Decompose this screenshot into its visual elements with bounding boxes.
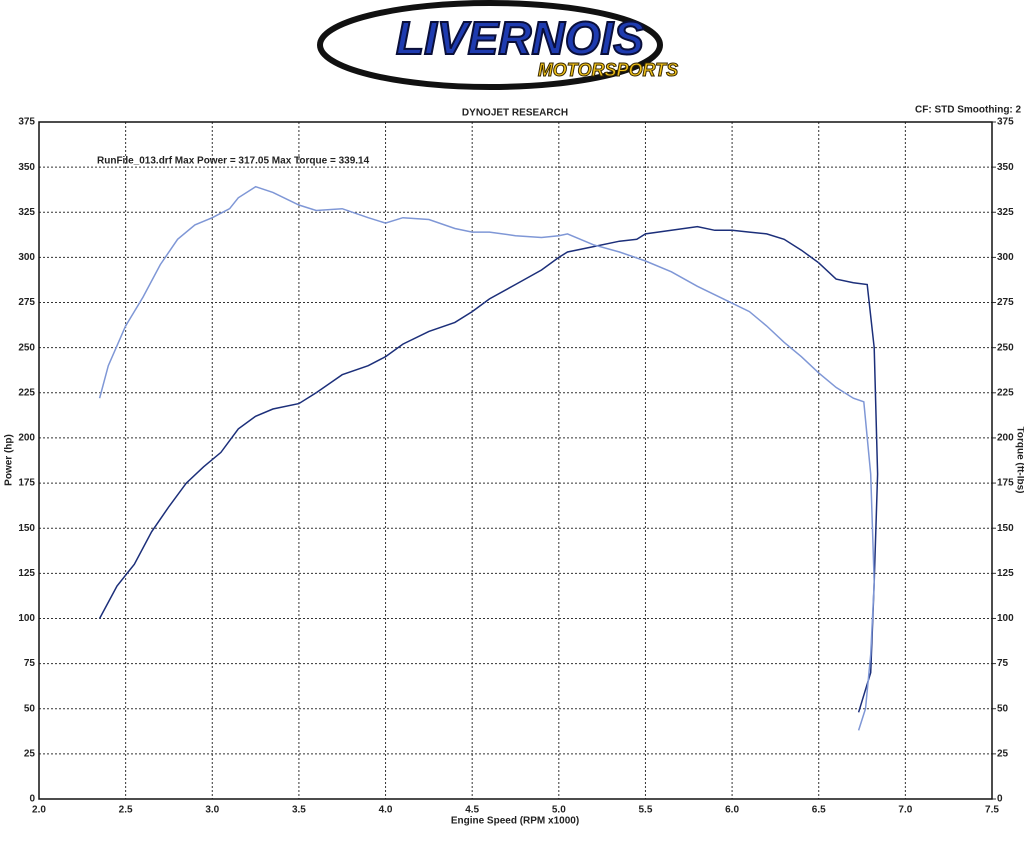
series-line bbox=[98, 225, 879, 713]
y-tick-label: 325 bbox=[18, 207, 35, 218]
y2-tick-label: 75 bbox=[997, 658, 1009, 669]
y-axis-label: Power (hp) bbox=[4, 434, 15, 486]
y-tick-label: 350 bbox=[18, 162, 35, 173]
y2-tick-label: 200 bbox=[997, 433, 1014, 444]
x-tick-label: 4.5 bbox=[465, 805, 479, 816]
x-tick-label: 6.5 bbox=[812, 805, 826, 816]
x-tick-label: 7.0 bbox=[898, 805, 912, 816]
y2-tick-label: 100 bbox=[997, 613, 1014, 624]
y2-tick-label: 350 bbox=[997, 162, 1014, 173]
y-tick-label: 275 bbox=[18, 297, 35, 308]
chart-subtitle: CF: STD Smoothing: 2 bbox=[915, 105, 1022, 116]
y2-tick-label: 375 bbox=[997, 117, 1014, 128]
plot-frame bbox=[38, 121, 993, 800]
x-tick-label: 3.5 bbox=[292, 805, 306, 816]
logo-sub: MOTORSPORTS bbox=[538, 60, 678, 80]
y-tick-label: 175 bbox=[18, 478, 35, 489]
y-tick-label: 375 bbox=[18, 117, 35, 128]
y-tick-label: 300 bbox=[18, 252, 35, 263]
y2-tick-label: 250 bbox=[997, 342, 1014, 353]
annotation: RunFile_013.drf Max Power = 317.05 Max T… bbox=[97, 156, 370, 167]
y2-tick-label: 125 bbox=[997, 568, 1014, 579]
x-tick-label: 2.0 bbox=[32, 805, 46, 816]
y-tick-label: 50 bbox=[24, 703, 36, 714]
y2-tick-label: 325 bbox=[997, 207, 1014, 218]
y-tick-label: 125 bbox=[18, 568, 35, 579]
series-line bbox=[98, 185, 875, 731]
chart-title: DYNOJET RESEARCH bbox=[462, 108, 568, 119]
y2-tick-label: 50 bbox=[997, 703, 1009, 714]
y2-tick-label: 300 bbox=[997, 252, 1014, 263]
y-tick-label: 200 bbox=[18, 433, 35, 444]
y2-tick-label: 225 bbox=[997, 387, 1014, 398]
x-tick-label: 6.0 bbox=[725, 805, 739, 816]
y-tick-label: 0 bbox=[29, 794, 35, 805]
y2-tick-label: 175 bbox=[997, 478, 1014, 489]
y2-tick-label: 25 bbox=[997, 749, 1009, 760]
x-tick-label: 7.5 bbox=[985, 805, 999, 816]
x-tick-label: 5.5 bbox=[639, 805, 653, 816]
x-axis-label: Engine Speed (RPM x1000) bbox=[451, 816, 579, 827]
x-tick-label: 5.0 bbox=[552, 805, 566, 816]
logo-name: LIVERNOIS bbox=[396, 12, 644, 64]
y-tick-label: 250 bbox=[18, 342, 35, 353]
y2-tick-label: 150 bbox=[997, 523, 1014, 534]
y-tick-label: 150 bbox=[18, 523, 35, 534]
x-tick-label: 4.0 bbox=[379, 805, 393, 816]
y2-axis-label: Torque (ft-lbs) bbox=[1014, 426, 1024, 493]
x-tick-label: 2.5 bbox=[119, 805, 133, 816]
x-tick-label: 3.0 bbox=[205, 805, 219, 816]
y-tick-label: 75 bbox=[24, 658, 36, 669]
logo-swoosh bbox=[317, 0, 663, 90]
y2-tick-label: 275 bbox=[997, 297, 1014, 308]
y2-tick-label: 0 bbox=[997, 794, 1003, 805]
y-tick-label: 100 bbox=[18, 613, 35, 624]
y-tick-label: 25 bbox=[24, 749, 36, 760]
y-tick-label: 225 bbox=[18, 387, 35, 398]
